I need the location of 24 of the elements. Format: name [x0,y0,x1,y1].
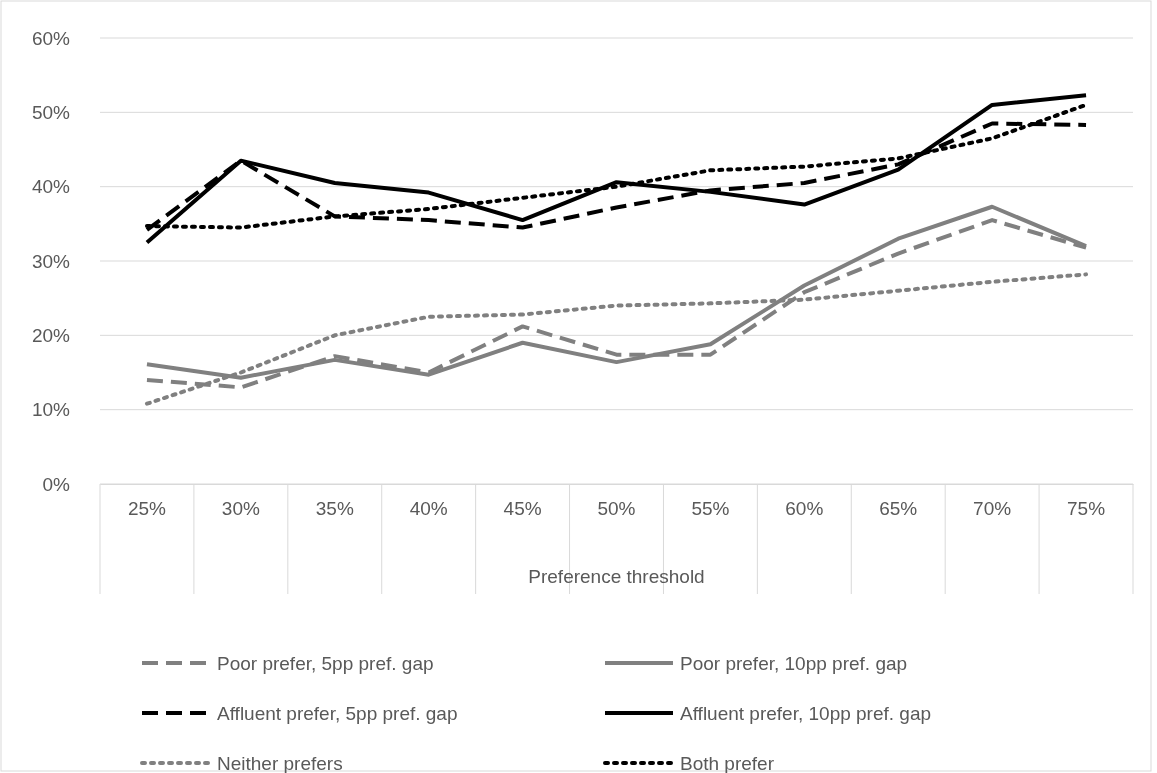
x-tick-label: 35% [315,498,354,520]
legend-label: Affluent prefer, 5pp pref. gap [217,703,458,724]
x-tick-label: 75% [1067,498,1106,520]
legend-label: Affluent prefer, 10pp pref. gap [680,703,932,724]
x-tick-label: 70% [973,498,1012,520]
x-tick-label: 30% [221,498,260,520]
x-tick-label: 60% [785,498,824,520]
x-tick-label: 65% [879,498,918,520]
x-tick-label: 55% [691,498,730,520]
y-tick-label: 50% [31,101,71,123]
x-tick-label: 45% [503,498,542,520]
x-tick-label: 40% [409,498,448,520]
x-tick-label: 25% [127,498,167,520]
y-tick-label: 20% [31,324,71,346]
line-series [144,93,1089,245]
x-axis-title: Preference threshold [528,566,705,587]
y-tick-label: 40% [31,176,71,198]
y-tick-label: 10% [31,399,71,421]
y-tick-label: 30% [31,250,71,272]
legend-label: Poor prefer, 5pp pref. gap [217,653,434,674]
y-tick-label: 0% [42,473,71,495]
legend-label: Poor prefer, 10pp pref. gap [680,653,908,674]
y-tick-label: 60% [31,27,71,49]
x-tick-label: 50% [597,498,636,520]
